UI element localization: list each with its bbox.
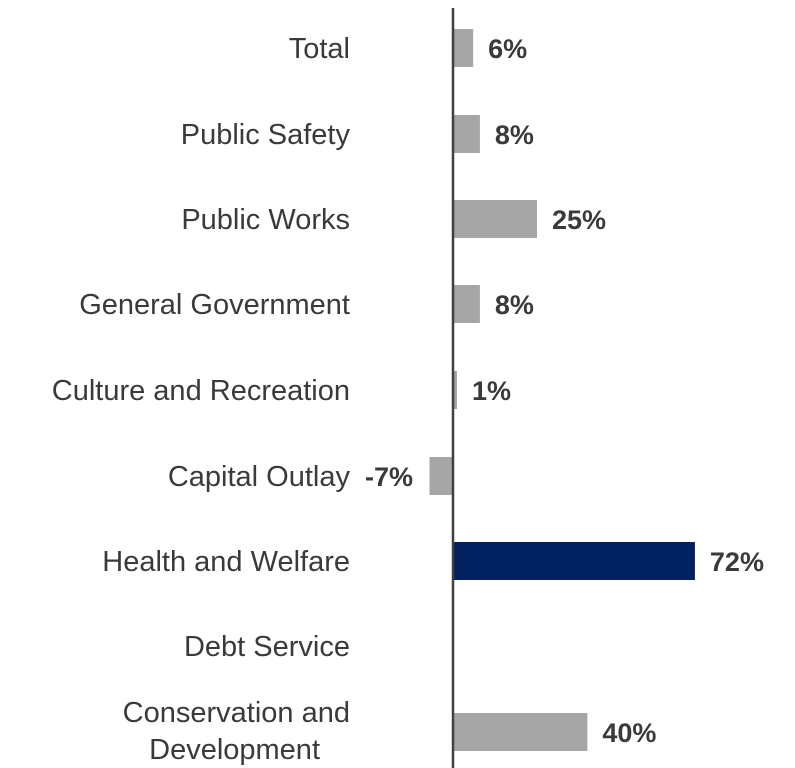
bar-culture-and-recreation	[453, 371, 457, 409]
value-label-health-and-welfare: 72%	[710, 547, 764, 577]
category-label-conservation-and-development: Conservation and Development	[123, 697, 350, 766]
bar-total	[453, 29, 474, 67]
category-label-culture-and-recreation: Culture and Recreation	[52, 375, 350, 407]
bar-conservation-and-development	[453, 713, 588, 751]
bar-health-and-welfare	[453, 542, 695, 580]
category-label-public-safety: Public Safety	[181, 119, 351, 151]
value-label-public-works: 25%	[552, 205, 606, 235]
bars-layer	[429, 29, 695, 751]
bar-capital-outlay	[429, 457, 453, 495]
value-label-general-government: 8%	[495, 290, 534, 320]
category-label-general-government: General Government	[79, 289, 350, 321]
value-label-public-safety: 8%	[495, 120, 534, 150]
bar-public-safety	[453, 115, 480, 153]
category-label-health-and-welfare: Health and Welfare	[102, 546, 350, 578]
value-label-culture-and-recreation: 1%	[472, 376, 511, 406]
bar-public-works	[453, 200, 537, 238]
value-label-capital-outlay: -7%	[365, 462, 413, 492]
category-label-total: Total	[289, 33, 350, 65]
category-label-capital-outlay: Capital Outlay	[168, 461, 351, 493]
category-label-debt-service: Debt Service	[184, 631, 350, 663]
value-label-total: 6%	[488, 34, 527, 64]
bar-general-government	[453, 285, 480, 323]
labels-layer: Total 6% Public Safety 8% Public Works 25% Gen…	[52, 33, 764, 766]
value-label-conservation-and-development: 40%	[602, 718, 656, 748]
category-label-public-works: Public Works	[181, 204, 350, 236]
